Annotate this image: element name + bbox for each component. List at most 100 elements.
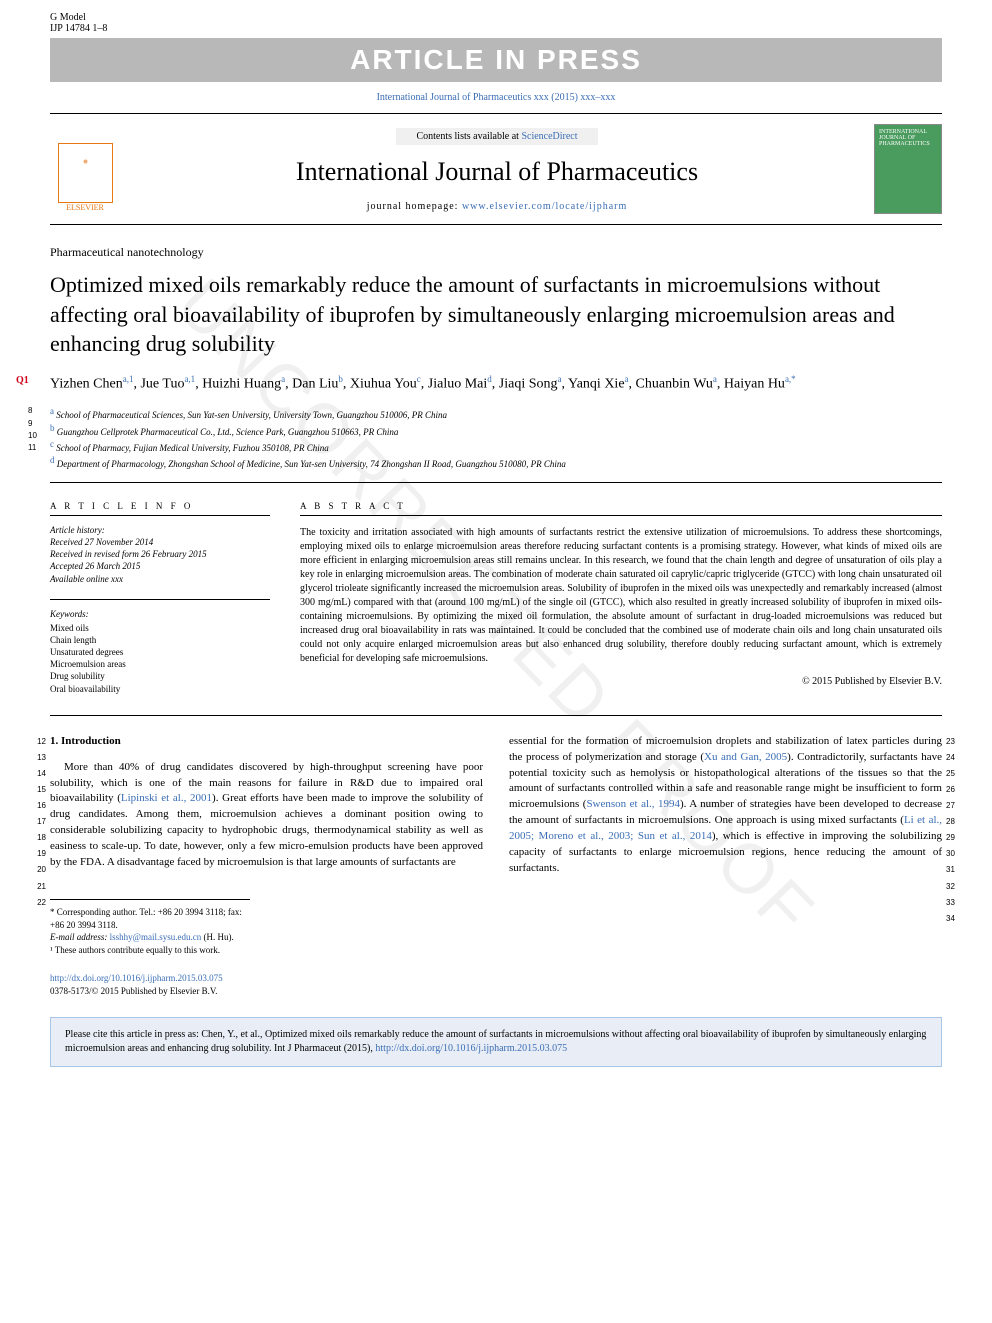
elsevier-logo: ELSEVIER [50, 127, 120, 212]
author-affil-sup: a [281, 374, 285, 384]
line-number: 18 [28, 830, 46, 846]
journal-header-block: ELSEVIER Contents lists available at Sci… [50, 113, 942, 225]
q1-badge: Q1 [16, 375, 29, 386]
sciencedirect-link[interactable]: ScienceDirect [521, 131, 577, 142]
authors: Yizhen Chena,1, Jue Tuoa,1, Huizhi Huang… [50, 373, 942, 395]
article-info-heading: A R T I C L E I N F O [50, 501, 270, 516]
affiliation-line: d Department of Pharmacology, Zhongshan … [50, 454, 942, 470]
page-code: IJP 14784 1–8 [50, 23, 107, 34]
keyword-item: Drug solubility [50, 670, 270, 682]
history-line: Received 27 November 2014 [50, 536, 270, 548]
line-numbers-col1: 1213141516171819202122 [28, 734, 46, 911]
author-affil-sup: a,1 [184, 374, 195, 384]
line-numbers-col2: 232425262728293031323334 [946, 734, 964, 927]
citation-box: Please cite this article in press as: Ch… [50, 1017, 942, 1067]
line-number: 34 [946, 911, 964, 927]
line-number: 17 [28, 814, 46, 830]
line-number: 30 [946, 846, 964, 862]
keyword-item: Microemulsion areas [50, 658, 270, 670]
journal-homepage: journal homepage: www.elsevier.com/locat… [135, 201, 859, 212]
line-number: 31 [946, 862, 964, 878]
equal-contribution: ¹ These authors contribute equally to th… [50, 944, 250, 957]
gmodel-label: G Model [50, 12, 107, 23]
homepage-prefix: journal homepage: [367, 201, 462, 212]
footnotes: * Corresponding author. Tel.: +86 20 399… [50, 899, 250, 956]
abstract-heading: A B S T R A C T [300, 501, 942, 516]
author-affil-sup: a,* [785, 374, 796, 384]
citation-ref[interactable]: Li et al., 2005; Moreno et al., 2003; Su… [509, 814, 942, 842]
line-number: 15 [28, 782, 46, 798]
line-number: 8 [28, 405, 37, 417]
keyword-item: Oral bioavailability [50, 683, 270, 695]
author-affil-sup: c [417, 374, 421, 384]
corresponding-author: * Corresponding author. Tel.: +86 20 399… [50, 906, 250, 931]
article-type: Pharmaceutical nanotechnology [50, 245, 942, 260]
line-number: 11 [28, 442, 37, 454]
elsevier-label: ELSEVIER [66, 203, 104, 212]
line-number: 14 [28, 766, 46, 782]
journal-cover-thumb: INTERNATIONAL JOURNAL OF PHARMACEUTICS [874, 124, 942, 214]
author-affil-sup: a,1 [123, 374, 134, 384]
introduction-heading: 1. Introduction [50, 734, 483, 750]
citation-doi-link[interactable]: http://dx.doi.org/10.1016/j.ijpharm.2015… [375, 1043, 567, 1054]
issn-copyright: 0378-5173/© 2015 Published by Elsevier B… [50, 985, 942, 997]
history-label: Article history: [50, 524, 270, 536]
abstract-copyright: © 2015 Published by Elsevier B.V. [300, 676, 942, 687]
email-label: E-mail address: [50, 932, 107, 942]
line-number: 29 [946, 830, 964, 846]
contents-prefix: Contents lists available at [416, 131, 521, 142]
article-title: Optimized mixed oils remarkably reduce t… [50, 270, 942, 359]
keyword-item: Chain length [50, 634, 270, 646]
line-number: 12 [28, 734, 46, 750]
author-affil-sup: a [558, 374, 562, 384]
history-line: Available online xxx [50, 573, 270, 585]
line-number: 19 [28, 846, 46, 862]
journal-title: International Journal of Pharmaceutics [135, 157, 859, 187]
citation-ref[interactable]: Lipinski et al., 2001 [121, 792, 212, 804]
affiliation-line: b Guangzhou Cellprotek Pharmaceutical Co… [50, 422, 942, 438]
contents-available: Contents lists available at ScienceDirec… [396, 128, 597, 145]
doi-block: http://dx.doi.org/10.1016/j.ijpharm.2015… [50, 972, 942, 996]
homepage-link[interactable]: www.elsevier.com/locate/ijpharm [462, 201, 627, 212]
press-banner: ARTICLE IN PRESS [50, 38, 942, 82]
line-number: 26 [946, 782, 964, 798]
article-history: Article history: Received 27 November 20… [50, 524, 270, 585]
line-number: 22 [28, 895, 46, 911]
line-number: 10 [28, 430, 37, 442]
introduction-col2: essential for the formation of microemul… [509, 734, 942, 877]
line-number: 13 [28, 750, 46, 766]
author-affil-sup: a [625, 374, 629, 384]
line-number: 24 [946, 750, 964, 766]
author-affil-sup: a [713, 374, 717, 384]
citation-ref[interactable]: Xu and Gan, 2005 [704, 751, 787, 763]
affil-sup: d [50, 455, 55, 465]
citation-ref[interactable]: Swenson et al., 1994 [586, 798, 680, 810]
affiliation-line: a School of Pharmaceutical Sciences, Sun… [50, 405, 942, 421]
doi-link[interactable]: http://dx.doi.org/10.1016/j.ijpharm.2015… [50, 973, 223, 983]
line-numbers-affil: 891011 [28, 405, 37, 454]
line-number: 28 [946, 814, 964, 830]
author-affil-sup: d [487, 374, 492, 384]
affil-sup: b [50, 423, 55, 433]
line-number: 20 [28, 862, 46, 878]
affil-sup: c [50, 439, 54, 449]
line-number: 21 [28, 879, 46, 895]
divider [50, 482, 942, 483]
line-number: 27 [946, 798, 964, 814]
author-affil-sup: b [338, 374, 343, 384]
running-header: G Model IJP 14784 1–8 [0, 0, 992, 38]
line-number: 32 [946, 879, 964, 895]
keyword-item: Mixed oils [50, 622, 270, 634]
divider [50, 599, 270, 600]
keywords-block: Keywords: Mixed oilsChain lengthUnsatura… [50, 608, 270, 695]
keyword-item: Unsaturated degrees [50, 646, 270, 658]
affiliations: a School of Pharmaceutical Sciences, Sun… [50, 405, 942, 470]
introduction-col1: More than 40% of drug candidates discove… [50, 760, 483, 872]
line-number: 25 [946, 766, 964, 782]
affiliation-line: c School of Pharmacy, Fujian Medical Uni… [50, 438, 942, 454]
elsevier-tree-icon [58, 143, 113, 203]
email-link[interactable]: lsshhy@mail.sysu.edu.cn [110, 932, 202, 942]
affil-sup: a [50, 406, 54, 416]
line-number: 33 [946, 895, 964, 911]
email-suffix: (H. Hu). [201, 932, 234, 942]
